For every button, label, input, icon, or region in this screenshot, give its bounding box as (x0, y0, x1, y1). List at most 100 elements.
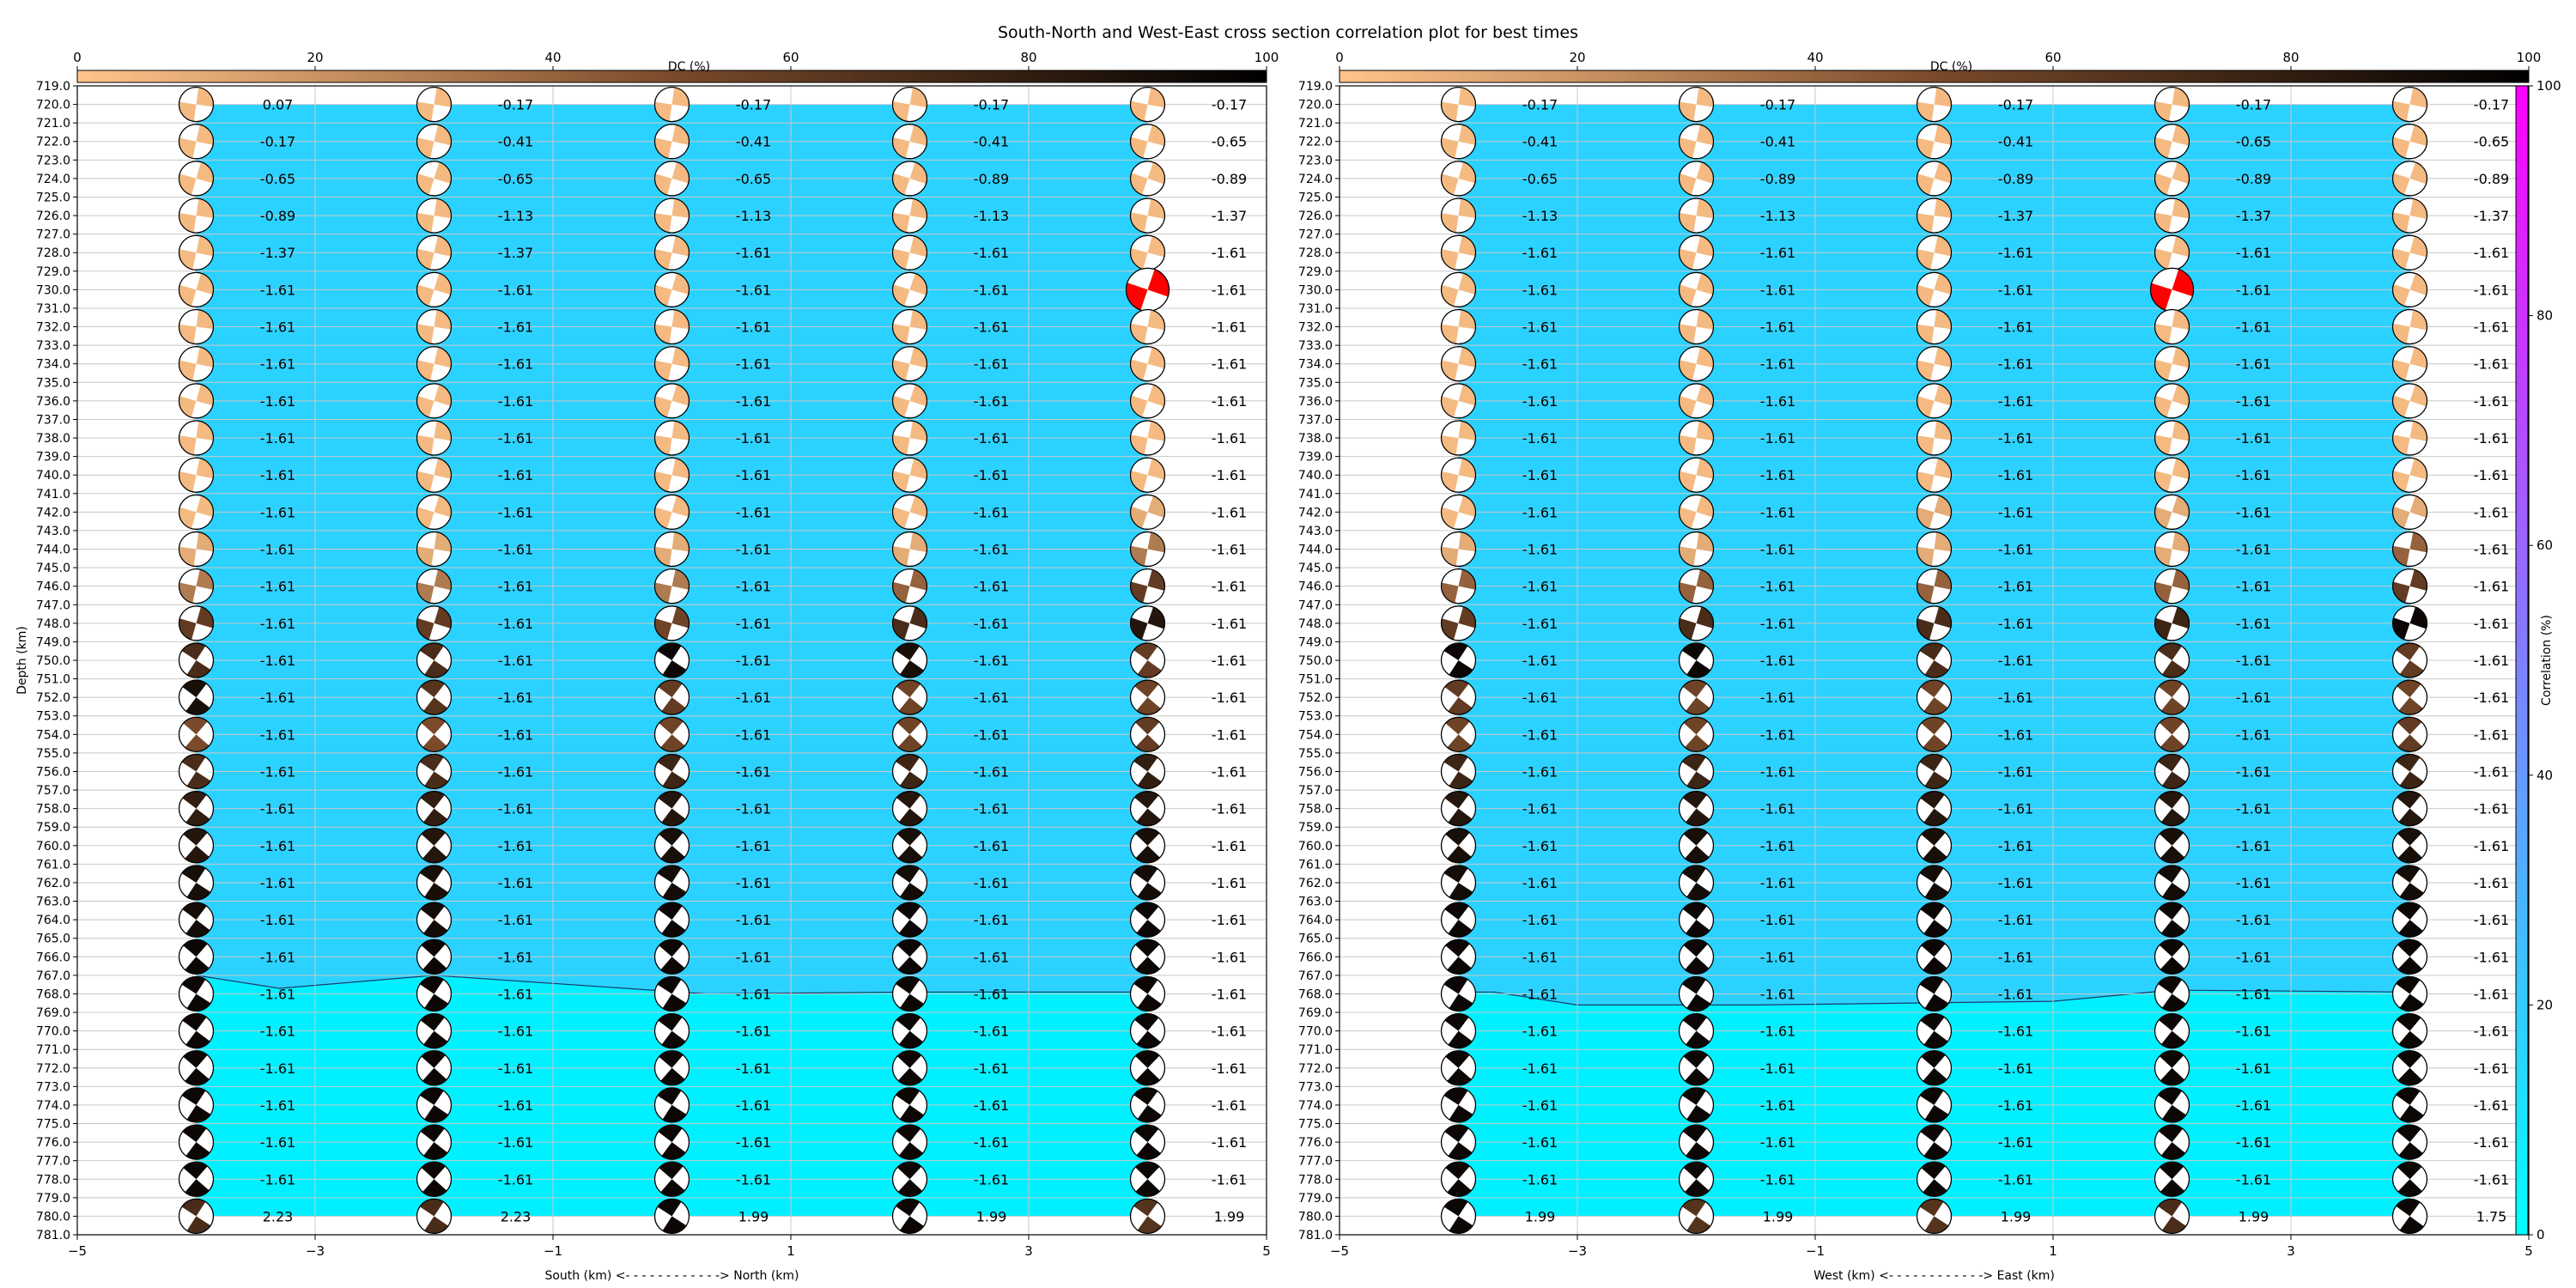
beachball-border (653, 975, 690, 1012)
beachball-marker (1916, 346, 1953, 382)
beachball-quadrant (416, 324, 434, 344)
value-label: -1.61 (260, 282, 295, 298)
beachball-border (1440, 791, 1477, 827)
beachball-marker (1129, 975, 1166, 1012)
beachball-quadrant (658, 1013, 683, 1031)
beachball-border (416, 457, 453, 493)
value-label: -0.17 (1760, 97, 1795, 113)
beachball-marker (178, 1087, 215, 1123)
beachball-border (1678, 605, 1715, 641)
value-label: -1.61 (1522, 430, 1558, 447)
beachball-quadrant (1920, 1125, 1945, 1143)
value-label: -1.61 (1760, 245, 1795, 261)
beachball-border (891, 865, 928, 901)
beachball-quadrant (2160, 1142, 2185, 1160)
beachball-border (1440, 124, 1477, 160)
beachball-quadrant (1696, 569, 1714, 591)
beachball-border (1129, 1198, 1166, 1235)
value-label: -1.61 (1522, 801, 1558, 817)
beachball-quadrant (1924, 1216, 1949, 1234)
beachball-marker (1129, 1161, 1166, 1197)
beachball-quadrant (2154, 248, 2172, 270)
beachball-border (416, 234, 453, 270)
beachball-border (1678, 791, 1715, 827)
beachball-marker (1916, 939, 1953, 975)
value-label: -1.61 (974, 763, 1009, 780)
y-tick-label: 738.0 (36, 432, 70, 446)
beachball-quadrant (424, 882, 449, 900)
beachball-border (416, 86, 453, 123)
value-label: -1.61 (1998, 356, 2033, 373)
beachball-border (2391, 605, 2428, 641)
beachball-marker (416, 716, 453, 752)
beachball-quadrant (2154, 546, 2172, 567)
value-label: -1.61 (1998, 690, 2033, 706)
value-label: -1.13 (498, 208, 533, 224)
value-label: -1.61 (1522, 726, 1558, 743)
beachball-marker (891, 1198, 928, 1235)
beachball-quadrant (2399, 771, 2424, 789)
beachball-quadrant (654, 213, 672, 233)
beachball-border (1678, 346, 1715, 382)
beachball-marker (653, 234, 690, 270)
beachball-marker (1440, 346, 1477, 382)
value-label: -1.61 (2474, 875, 2509, 891)
value-label: -1.61 (974, 875, 1009, 891)
beachball-quadrant (185, 1067, 210, 1085)
beachball-quadrant (196, 421, 214, 440)
correlation-colorbar-gradient (2515, 85, 2529, 1236)
beachball-quadrant (1458, 198, 1476, 218)
y-tick-label: 743.0 (1298, 525, 1333, 538)
value-label: -1.61 (2236, 282, 2271, 298)
beachball-quadrant (1443, 1087, 1468, 1105)
beachball-border (1129, 753, 1166, 790)
beachball-marker (1440, 716, 1477, 752)
beachball-border (1129, 791, 1166, 827)
beachball-quadrant (1133, 642, 1158, 660)
beachball-border (416, 346, 453, 382)
beachball-border (178, 939, 215, 975)
beachball-border (1678, 308, 1715, 345)
beachball-marker (2154, 420, 2190, 456)
value-label: -1.61 (1522, 245, 1558, 261)
value-label: -1.61 (974, 726, 1009, 743)
beachball-border (2391, 420, 2428, 456)
beachball-marker (178, 271, 215, 307)
figure-title: South-North and West-East cross section … (998, 23, 1578, 42)
beachball-quadrant (1919, 754, 1944, 772)
value-label: -1.61 (498, 838, 533, 854)
y-tick-label: 770.0 (36, 1025, 70, 1039)
beachball-quadrant (661, 808, 686, 826)
beachball-marker (2154, 753, 2190, 790)
beachball-marker (653, 124, 690, 160)
beachball-quadrant (1681, 754, 1706, 772)
beachball-marker (2391, 605, 2428, 641)
value-label: -1.61 (2474, 245, 2509, 261)
beachball-quadrant (2154, 581, 2172, 604)
dc-colorbar-tick-label: 40 (1807, 50, 1823, 65)
value-label: -1.61 (1998, 1060, 2033, 1077)
value-label: -1.61 (260, 467, 295, 483)
correlation-colorbar-tick-label: 60 (2537, 538, 2553, 553)
y-tick-label: 763.0 (1298, 896, 1333, 909)
value-label: -1.61 (736, 282, 771, 298)
value-label: -0.17 (260, 134, 295, 150)
beachball-border (1440, 975, 1477, 1012)
beachball-marker (1440, 271, 1477, 307)
y-tick-label: 721.0 (36, 117, 70, 131)
beachball-border (1916, 161, 1953, 197)
beachball-quadrant (1458, 125, 1476, 145)
beachball-marker (178, 939, 215, 975)
value-label: -1.61 (2236, 875, 2271, 891)
beachball-marker (2154, 1087, 2190, 1123)
value-label: -1.61 (1998, 726, 2033, 743)
beachball-quadrant (2159, 828, 2184, 846)
beachball-quadrant (1917, 582, 1935, 604)
beachball-border (653, 902, 690, 938)
beachball-marker (653, 1050, 690, 1086)
y-tick-label: 769.0 (1298, 1006, 1333, 1020)
beachball-marker (178, 124, 215, 160)
beachball-marker (416, 791, 453, 827)
beachball-border (1678, 457, 1715, 493)
beachball-marker (178, 791, 215, 827)
